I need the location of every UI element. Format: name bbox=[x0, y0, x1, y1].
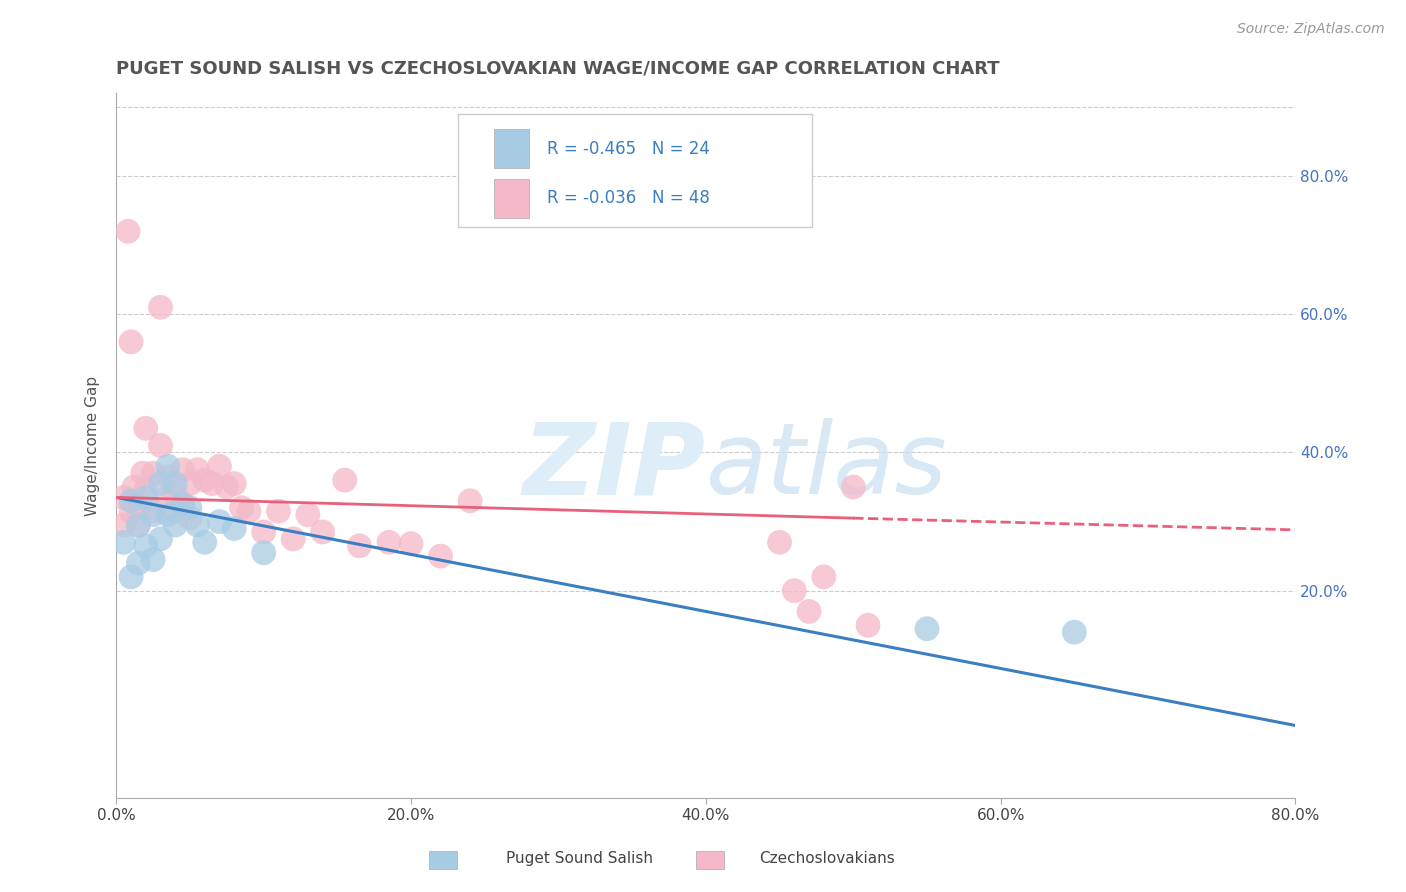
Point bbox=[156, 459, 179, 474]
Point bbox=[142, 504, 165, 518]
Point bbox=[783, 583, 806, 598]
Point bbox=[856, 618, 879, 632]
Point bbox=[797, 604, 820, 618]
Point bbox=[135, 539, 157, 553]
Point bbox=[429, 549, 451, 563]
Point bbox=[224, 521, 246, 535]
Point bbox=[186, 518, 208, 533]
Point bbox=[333, 473, 356, 487]
Point bbox=[112, 491, 135, 505]
Point bbox=[149, 301, 172, 315]
Point bbox=[201, 476, 224, 491]
Point bbox=[172, 497, 194, 511]
Point bbox=[120, 334, 142, 349]
Point bbox=[135, 421, 157, 435]
Point bbox=[172, 497, 194, 511]
Point bbox=[149, 532, 172, 546]
Point bbox=[117, 224, 139, 238]
Point bbox=[399, 537, 422, 551]
Point bbox=[349, 539, 371, 553]
Point bbox=[208, 515, 231, 529]
Point bbox=[165, 518, 187, 533]
Point bbox=[120, 493, 142, 508]
Point bbox=[267, 504, 290, 518]
Text: Source: ZipAtlas.com: Source: ZipAtlas.com bbox=[1237, 22, 1385, 37]
Point bbox=[156, 491, 179, 505]
Point bbox=[135, 491, 157, 505]
Point bbox=[378, 535, 401, 549]
Text: PUGET SOUND SALISH VS CZECHOSLOVAKIAN WAGE/INCOME GAP CORRELATION CHART: PUGET SOUND SALISH VS CZECHOSLOVAKIAN WA… bbox=[117, 60, 1000, 78]
Point bbox=[224, 476, 246, 491]
Point bbox=[915, 622, 938, 636]
FancyBboxPatch shape bbox=[494, 129, 529, 169]
Point bbox=[127, 518, 149, 533]
Point bbox=[179, 476, 201, 491]
Point bbox=[194, 535, 217, 549]
Point bbox=[127, 500, 149, 515]
Point bbox=[281, 532, 304, 546]
Point bbox=[156, 469, 179, 483]
Point bbox=[172, 463, 194, 477]
Point bbox=[179, 500, 201, 515]
Point bbox=[165, 504, 187, 518]
Point bbox=[238, 504, 260, 518]
Point bbox=[142, 552, 165, 566]
Point bbox=[120, 570, 142, 584]
Text: Czechoslovakians: Czechoslovakians bbox=[759, 851, 896, 865]
Y-axis label: Wage/Income Gap: Wage/Income Gap bbox=[86, 376, 100, 516]
Point bbox=[842, 480, 865, 494]
Text: R = -0.465   N = 24: R = -0.465 N = 24 bbox=[547, 140, 710, 158]
Point bbox=[135, 483, 157, 498]
Point bbox=[768, 535, 790, 549]
Point bbox=[127, 518, 149, 533]
Point bbox=[179, 511, 201, 525]
Text: Puget Sound Salish: Puget Sound Salish bbox=[506, 851, 654, 865]
Point bbox=[311, 524, 333, 539]
Point bbox=[165, 487, 187, 501]
Point bbox=[149, 438, 172, 452]
Point bbox=[813, 570, 835, 584]
Point bbox=[165, 476, 187, 491]
Point bbox=[231, 500, 253, 515]
Point bbox=[194, 473, 217, 487]
Point bbox=[208, 459, 231, 474]
Point bbox=[186, 463, 208, 477]
Text: R = -0.036   N = 48: R = -0.036 N = 48 bbox=[547, 189, 710, 207]
Text: ZIP: ZIP bbox=[523, 418, 706, 516]
FancyBboxPatch shape bbox=[458, 114, 813, 227]
Point bbox=[132, 466, 155, 480]
Point bbox=[297, 508, 319, 522]
Point bbox=[253, 524, 276, 539]
Point bbox=[127, 556, 149, 570]
Point bbox=[112, 535, 135, 549]
Point bbox=[253, 546, 276, 560]
Point bbox=[1063, 625, 1085, 640]
Point bbox=[120, 504, 142, 518]
Point bbox=[458, 493, 481, 508]
Point bbox=[142, 466, 165, 480]
Point bbox=[122, 480, 145, 494]
Point bbox=[112, 518, 135, 533]
Point bbox=[156, 508, 179, 522]
Point bbox=[142, 508, 165, 522]
Point bbox=[149, 476, 172, 491]
FancyBboxPatch shape bbox=[494, 178, 529, 218]
Text: atlas: atlas bbox=[706, 418, 948, 516]
Point bbox=[215, 480, 238, 494]
